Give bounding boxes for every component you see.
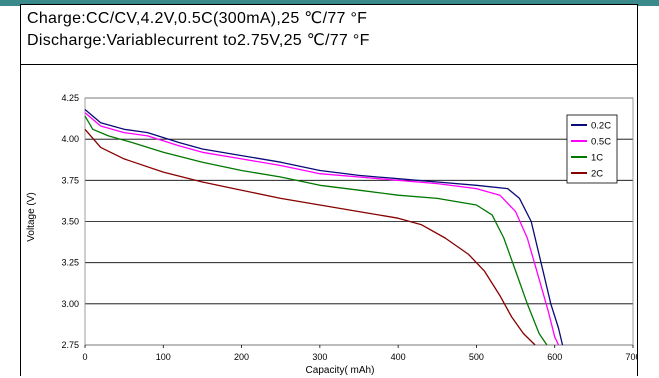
y-tick-label: 3.00 <box>61 299 79 309</box>
series-line-2c <box>84 128 536 346</box>
y-tick-label: 3.50 <box>61 217 79 227</box>
legend-label: 0.2C <box>591 121 611 132</box>
discharge-conditions: Discharge:Variablecurrent to2.75V,25 ℃/7… <box>27 32 370 49</box>
x-tick-label: 300 <box>312 352 327 362</box>
legend: 0.2C 0.5C 1C 2C <box>566 114 618 184</box>
y-tick-label: 4.25 <box>61 93 79 103</box>
axis-layer: 2.75 3.00 3.25 3.50 3.75 4.00 4.25 0 100 200 300 40… <box>61 93 637 362</box>
y-tick-label: 2.75 <box>61 340 79 350</box>
legend-label: 1C <box>591 153 603 164</box>
y-tick-label: 3.75 <box>61 175 79 185</box>
chart-frame: Charge:CC/CV,4.2V,0.5C(300mA),25 ℃/77 °F… <box>20 4 638 376</box>
series-line-1c <box>84 115 548 346</box>
x-tick-label: 500 <box>469 352 484 362</box>
x-tick-label: 700 <box>625 352 637 362</box>
grid-layer <box>85 97 633 346</box>
charge-conditions: Charge:CC/CV,4.2V,0.5C(300mA),25 ℃/77 °F <box>27 10 368 27</box>
y-tick-label: 3.25 <box>61 258 79 268</box>
x-tick-label: 0 <box>82 352 87 362</box>
x-tick-label: 200 <box>234 352 249 362</box>
y-axis-label: Voltage (V) <box>26 192 37 241</box>
y-tick-label: 4.00 <box>61 134 79 144</box>
x-tick-label: 100 <box>156 352 171 362</box>
top-accent-band <box>0 0 659 6</box>
discharge-curve-chart: 2.75 3.00 3.25 3.50 3.75 4.00 4.25 0 100 200 300 40… <box>26 93 637 376</box>
series-layer <box>84 109 564 346</box>
test-conditions-header: Charge:CC/CV,4.2V,0.5C(300mA),25 ℃/77 °F… <box>21 5 637 65</box>
legend-box <box>566 114 618 184</box>
x-tick-label: 600 <box>547 352 562 362</box>
legend-label: 0.5C <box>591 137 611 148</box>
x-tick-label: 400 <box>391 352 406 362</box>
x-axis-label: Capacity( mAh) <box>306 365 375 376</box>
series-line-0-2c <box>84 109 564 346</box>
series-line-0-5c <box>84 112 560 346</box>
legend-label: 2C <box>591 169 603 180</box>
plot-area-border <box>84 97 634 346</box>
